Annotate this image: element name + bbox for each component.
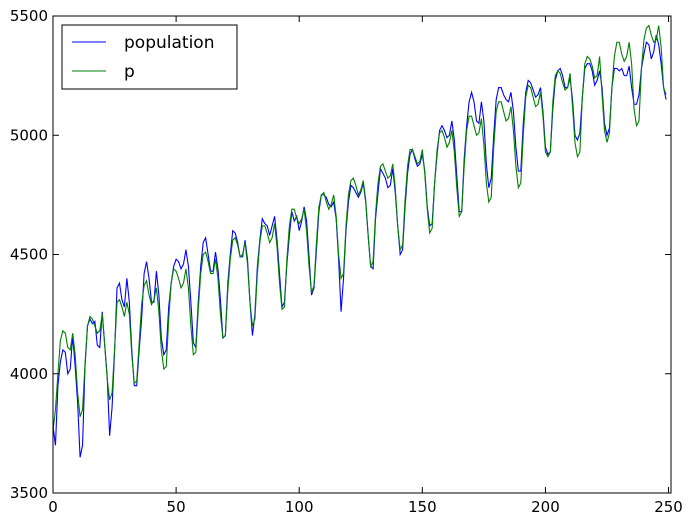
series-population (52, 34, 667, 458)
y-tick-label: 3500 (10, 484, 48, 502)
y-tick-label: 4500 (10, 246, 48, 264)
legend-label: p (124, 62, 135, 82)
x-tick-label: 50 (167, 498, 186, 516)
y-tick-label: 5000 (10, 126, 48, 144)
series-p (52, 24, 667, 432)
y-tick-label: 5500 (10, 7, 48, 25)
series-layer (52, 24, 667, 458)
x-tick-label: 150 (408, 498, 437, 516)
series-line-p (52, 24, 667, 432)
x-tick-label: 100 (285, 498, 314, 516)
x-tick-label: 200 (531, 498, 560, 516)
legend-label: population (124, 33, 214, 53)
x-tick-label: 250 (654, 498, 683, 516)
legend: population p (61, 24, 238, 90)
tick-layer: 0 50 100 150 200 250 3500 4000 4500 5000 5500 (10, 7, 683, 516)
y-tick-label: 4000 (10, 365, 48, 383)
plot-background (53, 16, 671, 493)
x-tick-label: 0 (48, 498, 58, 516)
legend-box (61, 24, 238, 90)
series-line-population (52, 34, 667, 458)
